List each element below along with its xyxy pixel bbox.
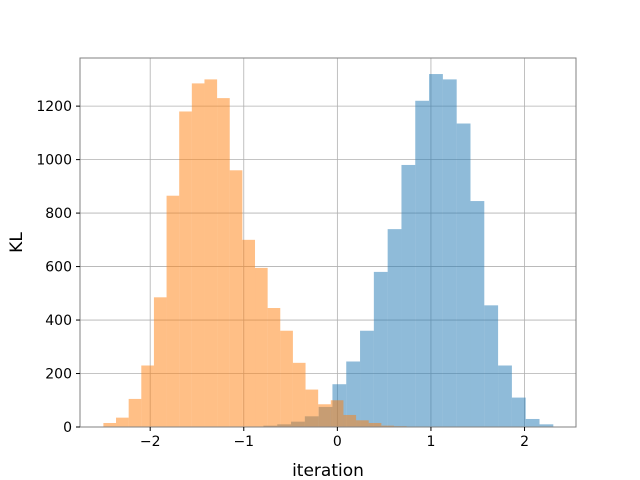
histogram-bar	[318, 404, 331, 427]
x-tick-label: 2	[520, 434, 529, 450]
histogram-bar	[179, 111, 192, 427]
x-axis-ticks: −2 −1 0 1 2	[140, 427, 529, 450]
histogram-bar	[381, 425, 394, 427]
x-tick-label: −1	[233, 434, 254, 450]
y-axis-ticks: 0 200 400 600 800 1000 1200	[36, 99, 80, 436]
histogram-bar	[242, 239, 256, 427]
histogram-bar	[456, 123, 471, 428]
y-tick-label: 400	[45, 313, 72, 329]
histogram-bar	[498, 365, 512, 427]
y-tick-label: 200	[45, 367, 72, 383]
histogram-bar	[442, 79, 457, 428]
histogram-bar	[330, 400, 344, 427]
x-tick-label: −2	[140, 434, 161, 450]
histogram-bar	[153, 297, 167, 427]
histogram-bar	[116, 417, 129, 427]
histogram-bar	[267, 308, 281, 427]
histogram-bar	[343, 414, 357, 427]
histogram-bar	[166, 195, 180, 427]
histogram-bar	[229, 170, 243, 427]
histogram-bar	[346, 361, 361, 427]
histogram-bar	[292, 362, 306, 427]
y-tick-label: 1000	[36, 153, 72, 169]
histogram-bar	[415, 100, 430, 428]
histogram-bar	[280, 330, 293, 427]
y-axis-label: KL	[7, 232, 27, 253]
histogram-bar	[429, 74, 443, 427]
y-tick-label: 600	[45, 260, 72, 276]
histogram-bar	[103, 422, 117, 427]
y-tick-label: 0	[63, 420, 72, 436]
histogram-bar	[525, 418, 540, 427]
histogram-bar	[204, 79, 218, 428]
histogram-bar	[360, 330, 374, 427]
plot-frame	[79, 57, 577, 428]
histogram-bar	[373, 271, 388, 427]
histogram-bar	[401, 164, 416, 427]
histogram-bar	[387, 229, 402, 427]
series-orange-bars	[103, 79, 407, 428]
histogram-bar	[141, 365, 154, 427]
series-blue-bars	[263, 74, 554, 428]
histogram-bar	[305, 389, 319, 427]
y-tick-label: 1200	[36, 99, 72, 115]
histogram-bar	[484, 305, 499, 427]
y-tick-label: 800	[45, 206, 72, 222]
x-axis-label: iteration	[292, 461, 364, 480]
histogram-bar	[511, 397, 526, 427]
x-tick-label: 1	[426, 434, 435, 450]
histogram-bar	[128, 398, 142, 427]
x-tick-label: 0	[333, 434, 342, 450]
histogram-bar	[470, 201, 485, 427]
histogram-bar	[539, 424, 554, 427]
histogram-bar	[356, 420, 369, 427]
histogram-bar	[191, 83, 205, 428]
histogram-bar	[255, 267, 268, 427]
histogram-bar	[217, 98, 230, 427]
histogram-bar	[368, 422, 382, 427]
